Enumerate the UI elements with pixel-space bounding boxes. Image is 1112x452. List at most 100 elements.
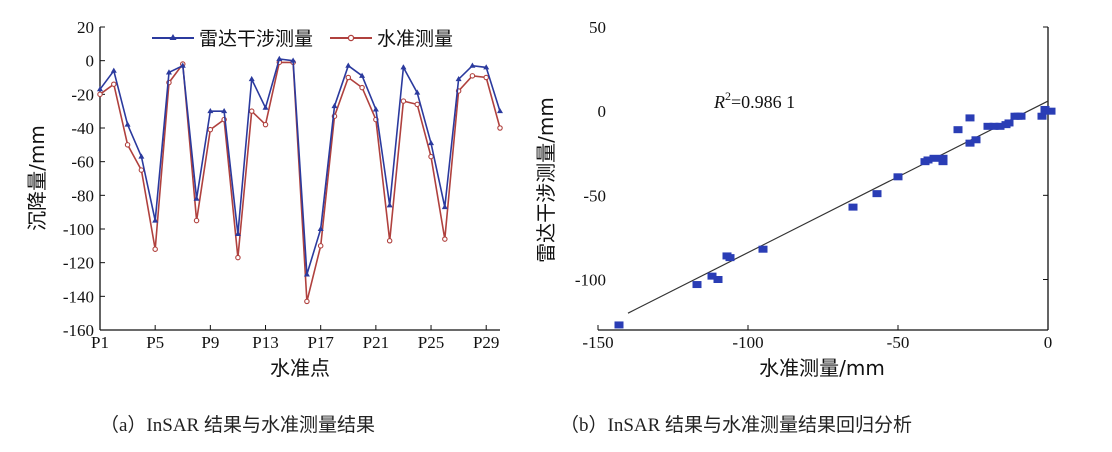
data-point-radar xyxy=(152,217,159,223)
caption-b: （b）InSAR 结果与水准测量结果回归分析 xyxy=(560,414,912,436)
data-point-leveling xyxy=(400,98,407,104)
data-point-radar xyxy=(455,75,462,82)
regression-line xyxy=(627,100,1049,314)
scatter-point xyxy=(965,114,975,122)
data-point-leveling xyxy=(193,217,200,224)
x-tick-label: P21 xyxy=(363,333,389,352)
data-point-leveling xyxy=(152,246,158,252)
x-tick-label: P29 xyxy=(473,333,499,352)
data-point-leveling xyxy=(248,108,255,114)
scatter-point xyxy=(938,154,948,162)
y-tick-label: 50 xyxy=(589,18,606,37)
data-point-radar xyxy=(276,55,283,61)
scatter-point xyxy=(1004,119,1014,127)
y-tick-label: -140 xyxy=(63,287,94,306)
scatter-point xyxy=(872,190,882,198)
panel-b-x-axis-label: 水准测量/mm xyxy=(759,356,885,380)
x-tick-label: P13 xyxy=(252,333,278,352)
scatter-point xyxy=(971,136,981,144)
scatter-point xyxy=(707,272,717,280)
r-squared-annotation: R2=0.986 1 xyxy=(713,89,795,112)
data-point-radar xyxy=(469,62,476,68)
data-point-leveling xyxy=(97,91,103,98)
data-point-radar xyxy=(303,271,310,277)
data-point-radar xyxy=(372,106,379,112)
data-point-leveling xyxy=(414,101,420,108)
scatter-point xyxy=(1046,107,1056,115)
data-point-radar xyxy=(248,75,255,82)
data-point-radar xyxy=(400,64,407,70)
y-tick-label: 0 xyxy=(86,52,95,71)
data-point-radar xyxy=(345,62,352,68)
data-point-radar xyxy=(441,203,448,210)
y-tick-label: -80 xyxy=(71,186,94,205)
scatter-point xyxy=(758,245,768,253)
legend-triangle-icon xyxy=(169,34,177,40)
panel-a-legend: 雷达干涉测量 水准测量 xyxy=(152,28,453,50)
x-tick-label: -50 xyxy=(887,333,910,352)
scatter-point xyxy=(989,122,999,130)
scatter-point xyxy=(692,281,702,289)
scatter-point xyxy=(713,276,723,283)
data-point-leveling xyxy=(469,73,476,79)
data-point-radar xyxy=(165,69,172,75)
data-point-leveling xyxy=(442,236,448,242)
data-point-radar xyxy=(179,62,186,68)
scatter-point xyxy=(929,154,939,162)
data-point-leveling xyxy=(207,126,214,133)
panel-b-scatter-chart: 50 0 -50 -100 -150 -100 -50 0 R2=0.986 1 雷达干涉测… xyxy=(534,18,1056,380)
x-tick-label: P5 xyxy=(146,333,164,352)
legend-label-radar: 雷达干涉测量 xyxy=(199,28,313,50)
data-point-leveling xyxy=(345,74,352,81)
data-point-leveling xyxy=(124,142,131,148)
data-point-radar xyxy=(262,104,269,110)
data-point-radar xyxy=(428,139,435,146)
y-tick-label: 0 xyxy=(598,102,607,121)
data-point-radar xyxy=(414,89,421,95)
data-point-leveling xyxy=(386,238,393,244)
y-tick-label: -40 xyxy=(71,119,94,138)
data-point-leveling xyxy=(359,84,365,91)
x-tick-label: 0 xyxy=(1044,333,1053,352)
y-tick-label: 20 xyxy=(77,18,94,37)
data-point-radar xyxy=(97,86,103,92)
y-tick-label: -50 xyxy=(583,186,606,205)
x-tick-label: P1 xyxy=(91,333,109,352)
scatter-point xyxy=(995,122,1005,130)
series-line-leveling xyxy=(99,61,501,302)
panel-a-x-axis-label: 水准点 xyxy=(270,356,330,380)
x-tick-label: -150 xyxy=(582,333,613,352)
y-tick-label: -160 xyxy=(63,321,94,340)
y-tick-label: -60 xyxy=(71,153,94,172)
scatter-point xyxy=(1040,105,1050,113)
y-tick-label: -20 xyxy=(71,85,94,104)
data-point-radar xyxy=(193,195,200,201)
data-point-leveling xyxy=(111,81,117,87)
series-line-radar xyxy=(99,58,501,275)
scatter-point xyxy=(848,203,858,211)
data-point-radar xyxy=(497,107,503,114)
scatter-point xyxy=(923,156,933,164)
data-point-radar xyxy=(221,107,228,114)
data-point-radar xyxy=(331,102,338,109)
caption-a: （a）InSAR 结果与水准测量结果 xyxy=(100,414,375,436)
data-point-leveling xyxy=(304,298,310,305)
x-tick-label: P25 xyxy=(418,333,444,352)
y-tick-label: -100 xyxy=(63,220,94,239)
y-tick-label: -120 xyxy=(63,254,94,273)
data-point-leveling xyxy=(317,243,324,249)
data-point-leveling xyxy=(497,125,503,131)
data-point-radar xyxy=(483,64,490,70)
data-point-radar xyxy=(317,225,324,231)
data-point-leveling xyxy=(428,153,434,160)
data-point-leveling xyxy=(483,74,489,81)
data-point-leveling xyxy=(262,121,269,128)
panel-b-y-axis-label: 雷达干涉测量/mm xyxy=(534,97,558,263)
data-point-radar xyxy=(124,121,131,127)
scatter-point xyxy=(725,254,735,262)
legend-label-leveling: 水准测量 xyxy=(377,28,453,50)
x-tick-label: P9 xyxy=(201,333,219,352)
data-point-radar xyxy=(207,107,214,114)
data-point-radar xyxy=(290,57,297,63)
